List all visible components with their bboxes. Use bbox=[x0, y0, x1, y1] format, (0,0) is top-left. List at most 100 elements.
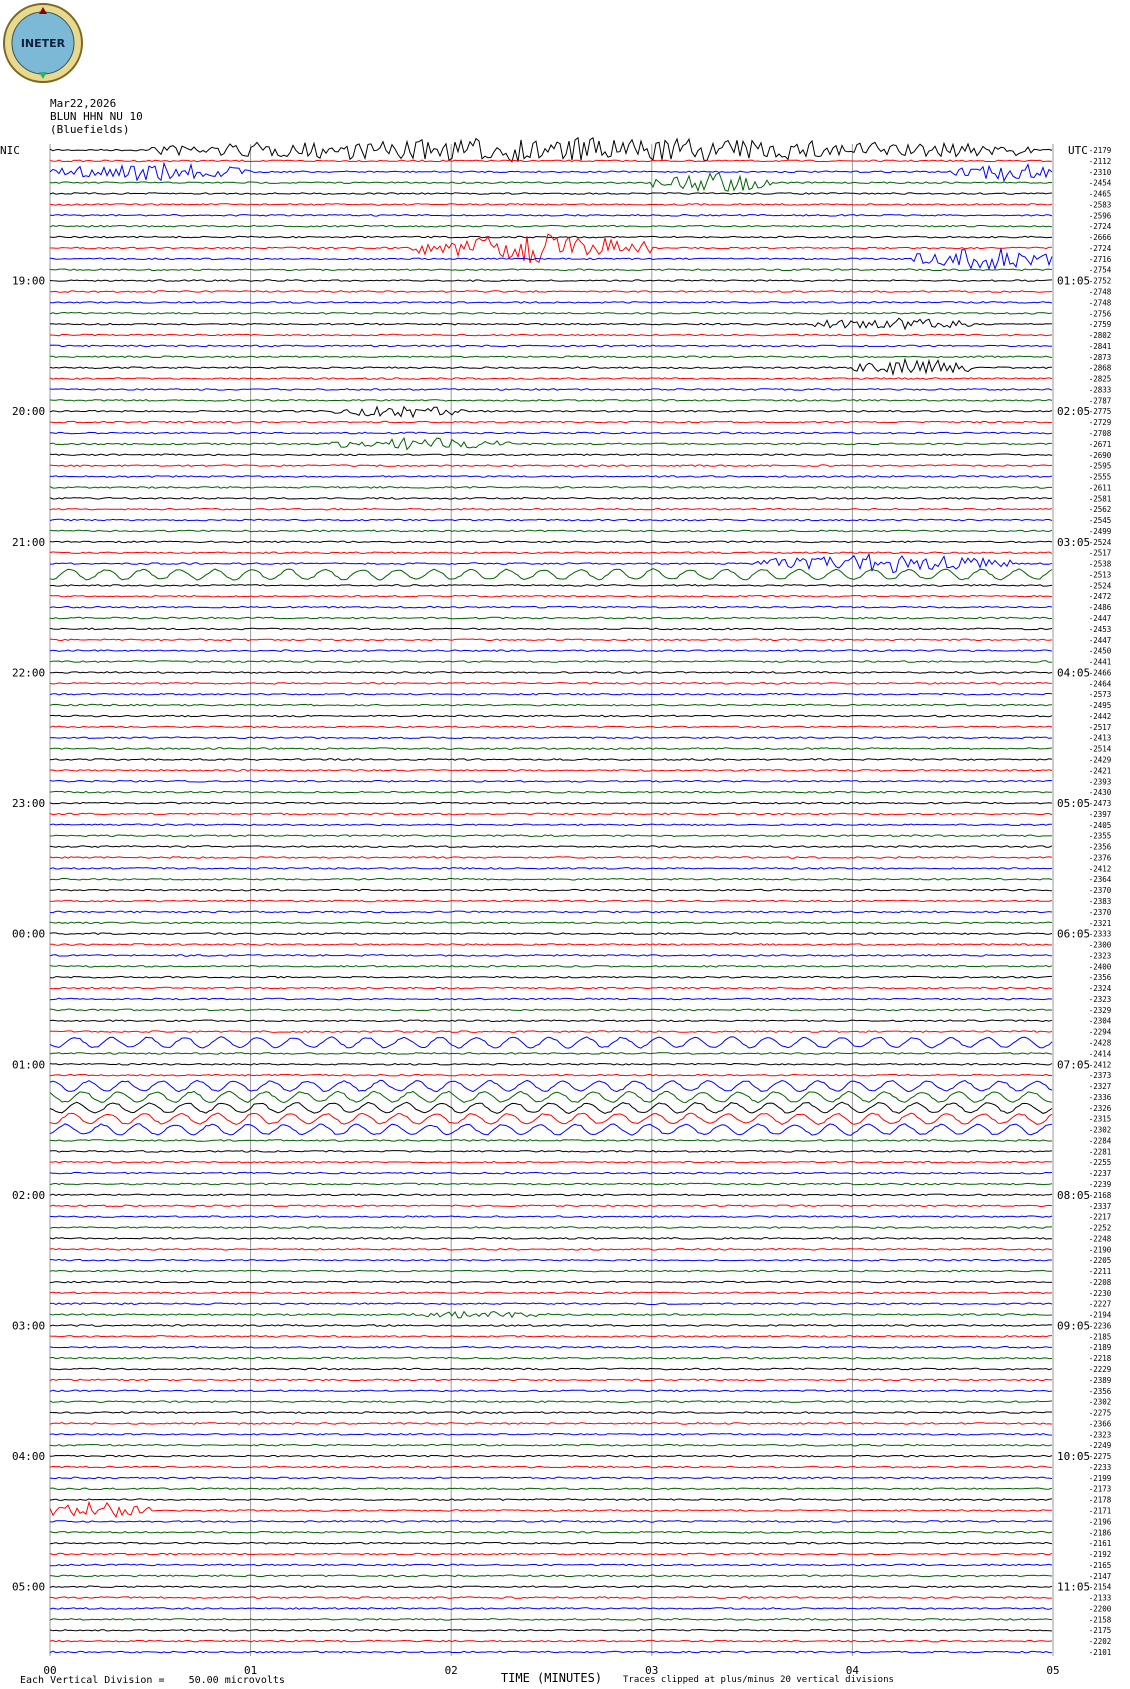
trace-offset-label: -2486 bbox=[1089, 603, 1112, 612]
trace-offset-label: -2229 bbox=[1089, 1365, 1112, 1374]
seismic-trace bbox=[49, 812, 1053, 816]
left-hour-label: 23:00 bbox=[12, 797, 45, 810]
trace-offset-label: -2300 bbox=[1089, 941, 1112, 950]
left-hour-label: 05:00 bbox=[12, 1581, 45, 1594]
seismic-trace bbox=[49, 1139, 1053, 1142]
trace-offset-label: -2429 bbox=[1089, 756, 1112, 765]
trace-offset-label: -2499 bbox=[1089, 527, 1112, 536]
seismic-trace bbox=[49, 161, 1053, 183]
trace-offset-label: -2168 bbox=[1089, 1191, 1112, 1200]
seismic-trace bbox=[49, 355, 1053, 359]
trace-offset-label: -2281 bbox=[1089, 1147, 1112, 1156]
trace-offset-label: -2355 bbox=[1089, 832, 1112, 841]
trace-offset-label: -2356 bbox=[1089, 843, 1112, 852]
seismic-trace bbox=[50, 943, 1053, 946]
seismic-trace bbox=[49, 1650, 1053, 1654]
seismic-trace bbox=[49, 568, 1053, 581]
trace-offset-label: -2428 bbox=[1089, 1038, 1112, 1047]
seismic-trace bbox=[49, 405, 1053, 419]
trace-offset-label: -2323 bbox=[1089, 1430, 1112, 1439]
trace-offset-label: -2218 bbox=[1089, 1354, 1112, 1363]
seismic-trace bbox=[49, 1182, 1053, 1186]
seismic-trace bbox=[49, 1432, 1053, 1436]
seismic-trace bbox=[49, 954, 1053, 957]
trace-offset-label: -2185 bbox=[1089, 1332, 1112, 1341]
trace-offset-label: -2173 bbox=[1089, 1485, 1112, 1494]
trace-offset-label: -2373 bbox=[1089, 1071, 1112, 1080]
trace-offset-label: -2473 bbox=[1089, 799, 1112, 808]
trace-offset-label: -2517 bbox=[1089, 723, 1112, 732]
right-hour-label: 07:05 bbox=[1057, 1058, 1090, 1071]
seismic-trace bbox=[49, 1269, 1052, 1273]
seismic-trace bbox=[49, 279, 1053, 282]
trace-offset-label: -2393 bbox=[1089, 777, 1112, 786]
trace-offset-label: -2133 bbox=[1089, 1594, 1112, 1603]
trace-offset-label: -2464 bbox=[1089, 679, 1112, 688]
left-hour-label: 04:00 bbox=[12, 1450, 45, 1463]
seismic-trace bbox=[49, 747, 1053, 750]
trace-offset-label: -2775 bbox=[1089, 407, 1112, 416]
trace-offset-label: -2841 bbox=[1089, 342, 1112, 351]
trace-offset-label: -2248 bbox=[1089, 1234, 1112, 1243]
left-zone-label: NIC bbox=[0, 144, 20, 157]
seismic-trace bbox=[49, 769, 1053, 772]
trace-offset-label: -2833 bbox=[1089, 385, 1112, 394]
seismic-trace bbox=[49, 899, 1053, 903]
seismic-trace bbox=[49, 779, 1053, 783]
trace-offset-label: -2400 bbox=[1089, 962, 1112, 971]
trace-offset-label: -2450 bbox=[1089, 647, 1112, 656]
trace-offset-label: -2752 bbox=[1089, 277, 1112, 286]
trace-offset-label: -2323 bbox=[1089, 951, 1112, 960]
trace-offset-label: -2447 bbox=[1089, 636, 1112, 645]
trace-offset-label: -2321 bbox=[1089, 919, 1112, 928]
trace-offset-label: -2447 bbox=[1089, 614, 1112, 623]
seismic-trace bbox=[49, 660, 1053, 663]
trace-offset-label: -2158 bbox=[1089, 1615, 1112, 1624]
seismic-trace bbox=[49, 1422, 1053, 1425]
seismic-trace bbox=[49, 1465, 1053, 1469]
seismic-trace bbox=[49, 1215, 1053, 1218]
trace-offset-label: -2787 bbox=[1089, 396, 1112, 405]
right-hour-label: 03:05 bbox=[1057, 536, 1090, 549]
trace-offset-label: -2217 bbox=[1089, 1213, 1112, 1222]
seismic-trace bbox=[49, 671, 1053, 674]
trace-offset-label: -2356 bbox=[1089, 973, 1112, 982]
trace-offset-label: -2336 bbox=[1089, 1093, 1112, 1102]
seismic-trace bbox=[49, 1530, 1053, 1534]
seismic-trace bbox=[49, 703, 1053, 707]
seismic-trace bbox=[49, 1628, 1053, 1632]
trace-offset-label: -2208 bbox=[1089, 1278, 1112, 1287]
seismic-trace bbox=[49, 1149, 1053, 1153]
trace-offset-label: -2356 bbox=[1089, 1387, 1112, 1396]
trace-offset-label: -2326 bbox=[1089, 1104, 1112, 1113]
trace-offset-label: -2716 bbox=[1089, 255, 1112, 264]
trace-offset-label: -2413 bbox=[1089, 734, 1112, 743]
trace-offset-label: -2724 bbox=[1089, 244, 1112, 253]
trace-offset-label: -2756 bbox=[1089, 309, 1112, 318]
left-hour-label: 00:00 bbox=[12, 928, 45, 941]
seismic-trace bbox=[49, 1607, 1053, 1610]
seismic-trace bbox=[49, 834, 1053, 838]
seismic-trace bbox=[49, 1036, 1053, 1049]
right-hour-label: 10:05 bbox=[1057, 1450, 1090, 1463]
trace-offset-label: -2230 bbox=[1089, 1289, 1112, 1298]
seismic-trace bbox=[49, 1585, 1053, 1589]
seismic-trace bbox=[49, 172, 1052, 193]
seismic-trace bbox=[49, 1574, 1053, 1578]
right-hour-label: 08:05 bbox=[1057, 1189, 1090, 1202]
seismic-trace bbox=[49, 681, 1053, 685]
seismic-trace bbox=[49, 997, 1053, 1001]
trace-offset-label: -2179 bbox=[1089, 146, 1112, 155]
trace-offset-label: -2430 bbox=[1089, 788, 1112, 797]
seismic-trace bbox=[49, 1324, 1053, 1327]
record-date: Mar22,2026 bbox=[50, 97, 117, 110]
trace-offset-label: -2873 bbox=[1089, 353, 1112, 362]
seismic-trace bbox=[49, 1335, 1053, 1338]
trace-offset-label: -2729 bbox=[1089, 418, 1112, 427]
seismic-trace bbox=[49, 1400, 1053, 1404]
x-tick-label: 01 bbox=[244, 1664, 257, 1677]
trace-offset-label: -2194 bbox=[1089, 1311, 1112, 1320]
trace-offset-label: -2227 bbox=[1089, 1300, 1112, 1309]
trace-offset-label: -2405 bbox=[1089, 821, 1112, 830]
station-code: BLUN HHN NU 10 bbox=[50, 110, 143, 123]
